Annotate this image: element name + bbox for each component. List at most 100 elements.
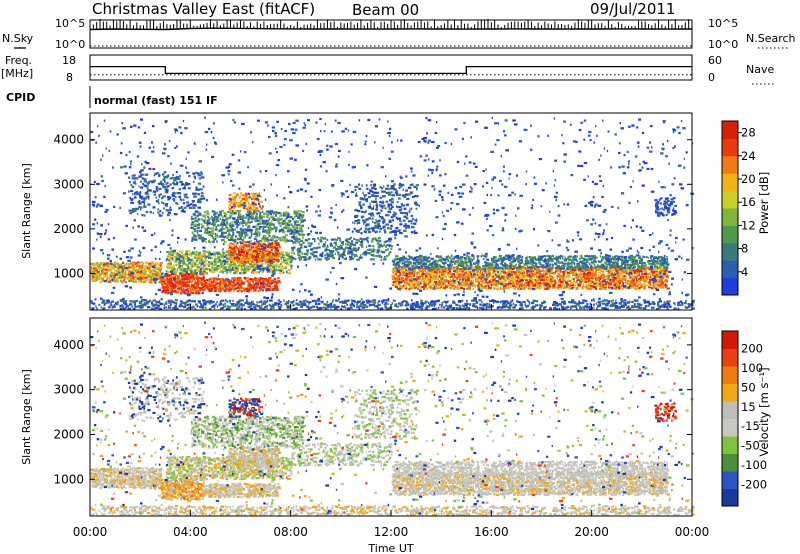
power-cell [327,255,329,257]
power-cell [576,287,579,289]
power-cell [287,269,290,271]
power-cell [223,305,227,307]
power-cell [300,306,303,308]
power-cell [628,306,630,308]
power-cell [278,253,281,255]
power-cell [375,239,376,241]
power-cell [527,274,529,276]
power-cell [267,264,270,266]
power-cell [238,257,240,259]
power-cell [212,237,214,239]
power-cell [523,271,525,273]
power-cell [259,226,262,228]
power-cell [187,257,189,259]
power-cell [239,196,241,198]
power-cell [420,302,423,304]
power-cell [241,267,243,269]
power-cell [320,237,323,239]
power-cell [231,245,233,247]
power-cell [366,188,368,190]
power-cell [388,214,390,216]
power-cell [234,250,237,252]
power-cell [366,218,369,220]
power-cell [327,258,330,260]
power-cell [418,303,420,305]
power-cell [207,216,208,218]
power-cell [473,271,475,273]
power-cell [107,300,110,302]
power-cell [623,299,626,301]
power-cell [257,268,258,270]
power-cell [358,188,361,190]
power-cell [502,306,505,308]
power-cell [270,213,272,215]
power-cell [257,220,260,222]
power-cell [277,244,280,246]
power-cell [261,255,263,257]
power-cell [629,301,630,303]
power-cell [286,238,287,240]
power-cell [202,290,204,292]
power-cell [414,202,417,204]
power-cell [459,307,461,309]
power-cell [602,303,605,305]
power-cell [447,300,448,302]
power-cell [536,281,538,283]
power-cell [521,307,523,309]
power-cell [359,305,362,307]
chart-title: Christmas Valley East (fitACF) [92,0,315,18]
power-cell [323,237,327,239]
power-cell [220,308,221,310]
power-cell [359,307,361,309]
power-cell [346,240,348,242]
power-cell [192,258,193,260]
power-cell [242,225,243,227]
power-cell [229,282,231,284]
power-cell [506,306,508,308]
power-cell [232,237,234,239]
power-cell [533,282,535,284]
power-cell [243,253,246,255]
power-cell [379,231,381,233]
power-cell [632,305,633,307]
power-cell [266,307,267,309]
power-cell [255,217,258,219]
power-cell [302,253,304,255]
power-cell [452,277,453,279]
power-cell [274,237,275,239]
power-cell [203,278,205,280]
power-cell [438,300,440,302]
power-cell [508,278,510,280]
power-cell [211,216,212,218]
power-cell [259,221,261,223]
power-cell [169,251,172,253]
power-cell [563,280,566,282]
power-cell [251,261,254,263]
power-cell [196,272,198,274]
power-cell [553,276,555,278]
power-cell [354,244,356,246]
power-cell [259,271,260,273]
power-cell [619,275,620,277]
power-cell [282,254,285,256]
power-cell [181,252,183,254]
power-cell [130,265,132,267]
power-cell [446,276,448,278]
power-cell [504,269,506,271]
power-cell [498,287,499,289]
power-cell [291,240,293,242]
power-cell [294,222,296,224]
power-cell [525,279,528,281]
power-cell [280,263,281,265]
power-cell [402,268,403,270]
power-cell [176,285,177,287]
power-cell [617,283,619,285]
power-cell [402,277,404,279]
power-cell [233,229,234,231]
power-cell [379,215,380,217]
power-cell [345,247,348,249]
power-cell [511,281,512,283]
power-cell [168,300,170,302]
power-cell [107,271,108,273]
power-cell [373,258,375,260]
